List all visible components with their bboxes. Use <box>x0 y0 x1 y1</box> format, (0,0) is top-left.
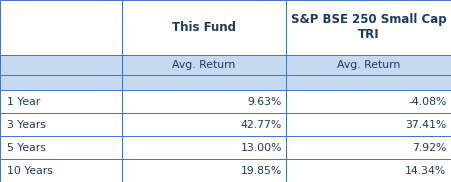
Bar <box>122 159 286 182</box>
Bar <box>286 113 451 136</box>
Bar <box>286 55 451 75</box>
Bar <box>0 55 122 75</box>
Text: 7.92%: 7.92% <box>412 143 446 153</box>
Bar <box>286 136 451 159</box>
Text: 37.41%: 37.41% <box>405 120 446 130</box>
Text: 13.00%: 13.00% <box>240 143 282 153</box>
Text: 9.63%: 9.63% <box>248 96 282 106</box>
Bar <box>286 159 451 182</box>
Text: 5 Years: 5 Years <box>7 143 46 153</box>
Bar <box>286 75 451 90</box>
Bar <box>122 55 286 75</box>
Bar <box>122 0 286 55</box>
Text: 3 Years: 3 Years <box>7 120 46 130</box>
Text: 42.77%: 42.77% <box>241 120 282 130</box>
Text: S&P BSE 250 Small Cap
TRI: S&P BSE 250 Small Cap TRI <box>291 13 446 41</box>
Bar <box>0 90 122 113</box>
Bar <box>0 0 122 55</box>
Text: 19.85%: 19.85% <box>241 165 282 175</box>
Text: 14.34%: 14.34% <box>405 165 446 175</box>
Bar <box>286 90 451 113</box>
Bar <box>122 136 286 159</box>
Text: -4.08%: -4.08% <box>408 96 446 106</box>
Bar <box>0 75 122 90</box>
Text: Avg. Return: Avg. Return <box>172 60 236 70</box>
Text: Avg. Return: Avg. Return <box>337 60 400 70</box>
Bar <box>0 159 122 182</box>
Text: 10 Years: 10 Years <box>7 165 53 175</box>
Bar <box>0 113 122 136</box>
Bar <box>122 90 286 113</box>
Text: 1 Year: 1 Year <box>7 96 40 106</box>
Bar <box>0 136 122 159</box>
Text: This Fund: This Fund <box>172 21 236 34</box>
Bar <box>122 113 286 136</box>
Bar <box>122 75 286 90</box>
Bar <box>286 0 451 55</box>
